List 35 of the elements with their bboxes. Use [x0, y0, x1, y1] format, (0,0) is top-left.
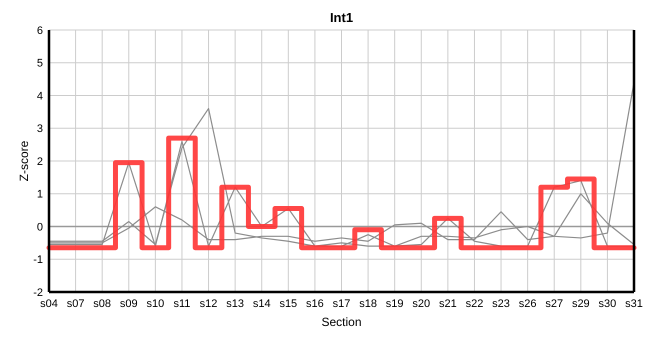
y-axis-title: Z-score	[17, 140, 31, 182]
x-tick-label: s26	[518, 298, 537, 310]
x-tick-label: s22	[466, 298, 484, 310]
y-tick-label: 6	[36, 24, 43, 37]
x-tick-label: s08	[93, 298, 112, 310]
x-tick-label: s13	[226, 298, 244, 310]
y-tick-label: -1	[33, 254, 43, 266]
x-tick-label: s09	[120, 298, 138, 310]
x-tick-label: s11	[173, 298, 190, 310]
x-tick-label: s19	[386, 298, 404, 310]
x-tick-label: s14	[252, 298, 271, 310]
x-tick-label: s04	[40, 298, 58, 310]
x-tick-label: s31	[625, 298, 643, 310]
chart-title: Int1	[330, 10, 354, 25]
x-tick-label: s10	[146, 298, 164, 310]
x-tick-label: s12	[200, 298, 218, 310]
y-tick-label: 3	[36, 123, 43, 136]
y-tick-label: -2	[33, 286, 43, 299]
x-tick-label: s15	[279, 298, 298, 310]
y-tick-label: 2	[36, 156, 43, 168]
x-tick-label: s18	[359, 298, 377, 310]
x-tick-label: s23	[492, 298, 510, 310]
x-tick-label: s27	[545, 298, 564, 310]
x-tick-label: s07	[66, 298, 84, 310]
y-tick-label: 1	[36, 188, 43, 201]
x-tick-label: s17	[332, 298, 350, 310]
x-tick-label: s29	[572, 298, 590, 310]
x-tick-label: s30	[598, 298, 616, 310]
x-tick-label: s21	[438, 298, 457, 310]
y-tick-label: 5	[36, 58, 43, 70]
x-tick-label: s16	[306, 298, 324, 310]
y-tick-label: 4	[36, 90, 43, 102]
y-tick-label: 0	[36, 221, 43, 234]
x-tick-label: s20	[412, 298, 430, 310]
x-axis-title: Section	[321, 315, 362, 329]
